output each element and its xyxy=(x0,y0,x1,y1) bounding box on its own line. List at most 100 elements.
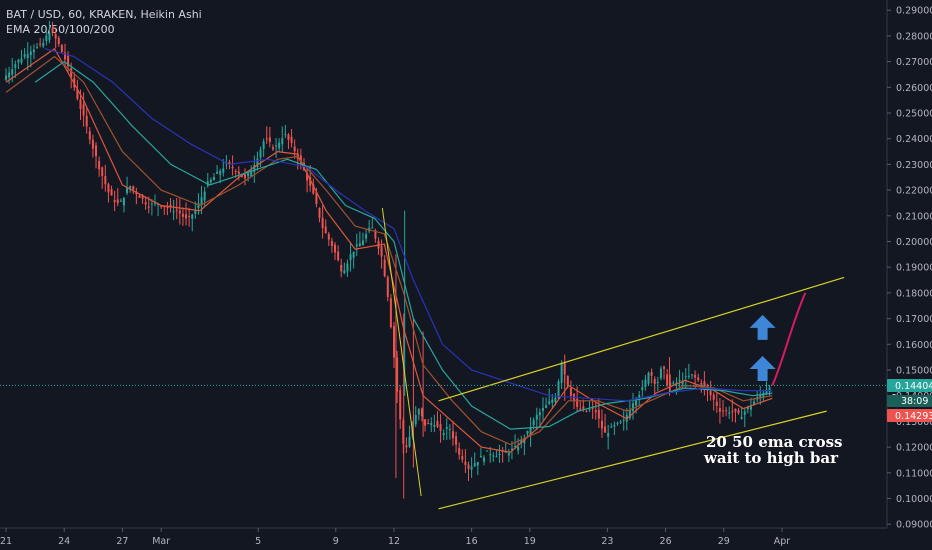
candle-body xyxy=(414,414,417,425)
candle-body xyxy=(163,206,166,208)
candle-body xyxy=(262,141,265,149)
candle-body xyxy=(585,410,588,412)
x-tick-label: 24 xyxy=(58,536,70,547)
candle-body xyxy=(386,277,389,297)
up-arrow-icon xyxy=(749,356,776,381)
y-tick-label: 0.10000 xyxy=(896,494,932,505)
candle-body xyxy=(517,447,520,451)
candle-body xyxy=(427,423,430,425)
candle-body xyxy=(765,389,768,394)
candle-body xyxy=(45,35,48,41)
candle-body xyxy=(330,240,333,247)
candle-body xyxy=(541,408,544,411)
candle-body xyxy=(424,419,427,426)
y-tick-label: 0.11000 xyxy=(896,468,932,479)
candle-body xyxy=(380,246,383,257)
symbol-title[interactable]: BAT / USD, 60, KRAKEN, Heikin Ashi xyxy=(6,8,202,21)
y-tick-label: 0.15000 xyxy=(896,366,932,377)
candle-body xyxy=(659,368,662,379)
candle-body xyxy=(650,371,653,376)
candle-body xyxy=(253,164,256,172)
projection-path xyxy=(771,292,807,386)
candle-body xyxy=(473,463,476,466)
ema200-line xyxy=(44,48,773,402)
candle-body xyxy=(523,438,526,444)
candle-body xyxy=(188,215,191,217)
up-arrow-icon xyxy=(749,314,776,340)
candle-body xyxy=(548,401,551,404)
candle-body xyxy=(545,405,548,408)
candle-body xyxy=(138,195,141,198)
candle-body xyxy=(39,43,42,45)
candle-body xyxy=(42,42,45,47)
candle-body xyxy=(566,376,569,387)
candle-body xyxy=(538,412,541,416)
candle-body xyxy=(569,388,572,397)
indicator-title[interactable]: EMA 20/50/100/200 xyxy=(6,23,115,36)
candle-body xyxy=(110,189,113,196)
candle-body xyxy=(638,394,641,401)
candle-body xyxy=(178,210,181,214)
candle-body xyxy=(5,75,7,80)
candle-body xyxy=(635,399,638,406)
candle-body xyxy=(669,382,672,387)
candle-body xyxy=(557,381,560,399)
candle-body xyxy=(467,464,470,469)
candle-body xyxy=(722,410,725,412)
candle-body xyxy=(483,457,486,462)
candle-body xyxy=(132,186,135,190)
countdown-label: 38:09 xyxy=(901,396,928,407)
candle-body xyxy=(510,448,513,450)
candle-body xyxy=(91,139,94,149)
candle-body xyxy=(265,138,268,140)
candle-body xyxy=(433,424,436,427)
candle-body xyxy=(166,206,169,209)
y-tick-label: 0.27000 xyxy=(896,57,932,68)
candle-body xyxy=(101,167,104,176)
candle-body xyxy=(337,251,340,261)
candle-body xyxy=(88,131,91,140)
candle-body xyxy=(250,170,253,177)
candle-body xyxy=(122,197,125,206)
candle-body xyxy=(399,390,402,420)
candle-body xyxy=(200,197,203,205)
candle-body xyxy=(365,234,368,239)
candle-body xyxy=(278,142,281,149)
candle-body xyxy=(36,46,39,48)
candle-body xyxy=(749,405,752,410)
y-tick-label: 0.23000 xyxy=(896,160,932,171)
candle-body xyxy=(82,104,85,116)
candle-body xyxy=(334,244,337,253)
candle-body xyxy=(461,456,464,460)
candle-body xyxy=(734,408,737,412)
candle-body xyxy=(417,409,420,415)
y-tick-label: 0.13000 xyxy=(896,417,932,428)
candle-body xyxy=(290,136,293,144)
x-axis: 21 24 27 Mar 5 9 12 16 19 23 26 29 Apr xyxy=(0,527,887,547)
candle-body xyxy=(116,199,119,204)
candle-body xyxy=(740,416,743,420)
candle-body xyxy=(32,49,35,53)
candle-body xyxy=(576,398,579,407)
candle-body xyxy=(479,456,482,458)
candle-body xyxy=(715,401,718,406)
ema50-line xyxy=(5,55,773,446)
candle-body xyxy=(551,399,554,403)
candle-body xyxy=(731,411,734,413)
candle-body xyxy=(268,137,271,142)
chart-legend: BAT / USD, 60, KRAKEN, Heikin Ashi EMA 2… xyxy=(6,7,202,37)
candle-body xyxy=(445,426,448,429)
countdown-tag xyxy=(887,395,932,407)
candle-body xyxy=(327,233,330,240)
candle-body xyxy=(672,382,675,384)
candle-body xyxy=(153,202,156,204)
candle-body xyxy=(361,240,364,246)
candle-body xyxy=(610,426,613,428)
y-tick-label: 0.22000 xyxy=(896,186,932,197)
candle-body xyxy=(396,357,399,392)
candle-body xyxy=(197,203,200,209)
candle-body xyxy=(315,192,318,205)
candle-body xyxy=(20,58,23,63)
y-tick-label: 0.29000 xyxy=(896,6,932,17)
